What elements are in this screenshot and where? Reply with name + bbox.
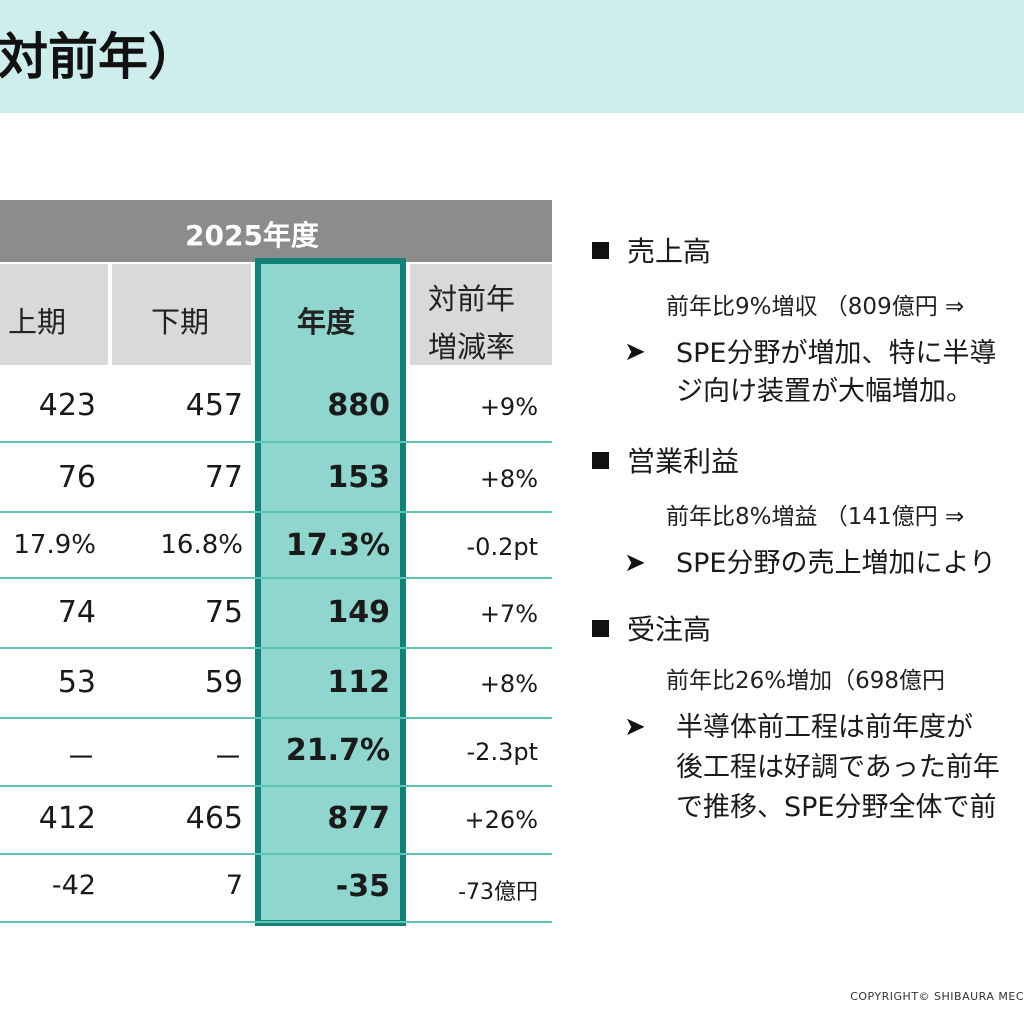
subheader-yoy-cell <box>410 264 552 365</box>
table-cell-year: 880 <box>327 388 390 423</box>
table-cell-yoy: +8% <box>479 465 538 493</box>
arrowhead-icon: ➤ <box>624 337 646 367</box>
bullet-detail-line: 半導体前工程は前年度が <box>676 712 973 743</box>
square-bullet-icon <box>592 620 609 637</box>
table-cell-upper: 412 <box>38 801 96 836</box>
square-bullet-icon <box>592 242 609 259</box>
table-cell-lower: － <box>213 741 243 776</box>
row-divider <box>0 577 552 579</box>
row-divider <box>0 647 552 649</box>
arrowhead-icon: ➤ <box>624 548 646 578</box>
bullet-heading: 受注高 <box>627 613 712 646</box>
bullet-operating-profit: 営業利益 <box>592 440 739 480</box>
table-cell-lower: 75 <box>204 595 243 630</box>
table-cell-lower: 465 <box>185 801 243 836</box>
arrowhead-icon: ➤ <box>624 712 646 742</box>
column-header-year: 年度 <box>297 305 356 339</box>
table-cell-year: 153 <box>327 460 390 495</box>
bullet-detail-line: SPE分野が増加、特に半導 <box>676 338 997 369</box>
table-cell-year: 112 <box>327 665 390 700</box>
bullet-heading: 売上高 <box>627 235 712 268</box>
table-cell-yoy: +26% <box>464 806 538 834</box>
column-header-upper: 上期 <box>8 305 67 339</box>
title-band <box>0 0 1024 113</box>
table-cell-upper: 76 <box>57 460 96 495</box>
page-title: 対前年） <box>0 28 198 86</box>
table-cell-upper: － <box>66 741 96 776</box>
table-cell-lower: 7 <box>225 870 243 901</box>
table-cell-year: 21.7% <box>285 733 390 768</box>
row-divider <box>0 717 552 719</box>
bullet-summary: 前年比8%増益 （141億円 ⇒ <box>666 504 965 530</box>
table-cell-lower: 16.8% <box>160 530 243 560</box>
row-divider <box>0 511 552 513</box>
table-header-bar <box>0 200 552 262</box>
table-cell-lower: 59 <box>204 665 243 700</box>
table-cell-upper: 17.9% <box>13 530 96 560</box>
year-column-highlight <box>255 258 406 926</box>
table-cell-yoy: -73億円 <box>458 880 538 905</box>
bullet-summary: 前年比9%増収 （809億円 ⇒ <box>666 294 965 320</box>
table-cell-year: 149 <box>327 595 390 630</box>
column-header-yoy-line1: 対前年 <box>428 282 516 316</box>
bullet-detail-line: SPE分野の売上増加により <box>676 548 996 579</box>
square-bullet-icon <box>592 452 609 469</box>
bullet-sales: 売上高 <box>592 230 711 270</box>
table-cell-lower: 457 <box>185 388 243 423</box>
bullet-summary: 前年比26%増加（698億円 <box>666 668 946 694</box>
table-cell-year: 877 <box>327 801 390 836</box>
table-cell-year: -35 <box>335 869 390 904</box>
subheader-lower-cell <box>112 264 251 365</box>
bullet-orders: 受注高 <box>592 608 711 648</box>
table-cell-lower: 77 <box>204 460 243 495</box>
row-divider <box>0 921 552 923</box>
copyright-notice: COPYRIGHT© SHIBAURA MEC <box>850 990 1024 1003</box>
table-cell-year: 17.3% <box>285 528 390 563</box>
table-cell-yoy: +9% <box>479 393 538 421</box>
table-cell-upper: 74 <box>57 595 96 630</box>
bullet-detail-line: ジ向け装置が大幅増加。 <box>676 376 973 407</box>
bullet-detail-line: 後工程は好調であった前年 <box>676 752 1000 783</box>
column-header-yoy-line2: 増減率 <box>428 330 516 364</box>
column-header-lower: 下期 <box>151 305 210 339</box>
table-cell-upper: 423 <box>38 388 96 423</box>
table-cell-yoy: +7% <box>479 600 538 628</box>
table-cell-upper: -42 <box>51 870 96 901</box>
bullet-detail-line: で推移、SPE分野全体で前 <box>676 792 997 823</box>
table-header-year: 2025年度 <box>185 219 319 252</box>
table-cell-yoy: -2.3pt <box>466 738 538 766</box>
subheader-upper-cell <box>0 264 108 365</box>
row-divider <box>0 853 552 855</box>
table-cell-yoy: -0.2pt <box>466 533 538 561</box>
table-cell-yoy: +8% <box>479 670 538 698</box>
bullet-heading: 営業利益 <box>627 445 740 478</box>
row-divider <box>0 441 552 443</box>
table-cell-upper: 53 <box>57 665 96 700</box>
row-divider <box>0 785 552 787</box>
